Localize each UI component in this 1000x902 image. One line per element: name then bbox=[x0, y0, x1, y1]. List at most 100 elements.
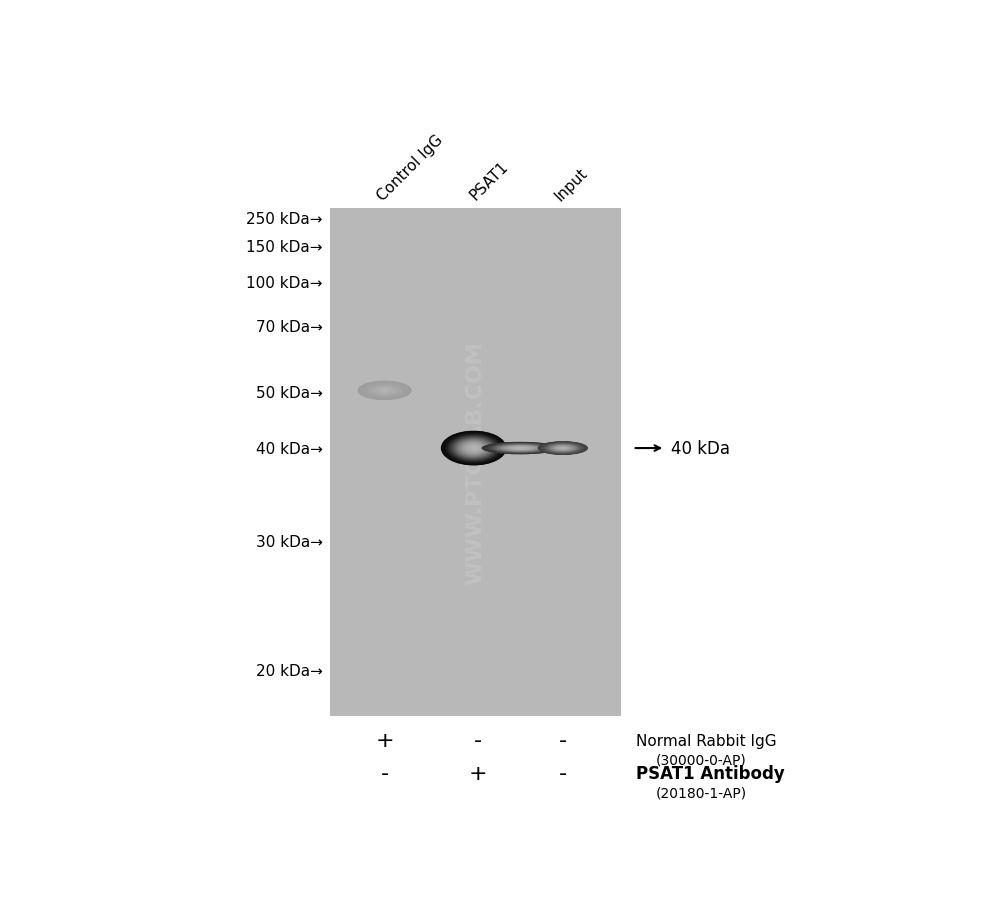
Ellipse shape bbox=[538, 442, 588, 456]
Ellipse shape bbox=[470, 446, 478, 451]
Ellipse shape bbox=[457, 440, 490, 457]
Text: -: - bbox=[559, 764, 567, 784]
Ellipse shape bbox=[511, 447, 530, 450]
Ellipse shape bbox=[365, 383, 405, 398]
Ellipse shape bbox=[556, 446, 570, 450]
Text: -: - bbox=[381, 764, 389, 784]
Ellipse shape bbox=[443, 432, 505, 465]
Ellipse shape bbox=[508, 446, 533, 451]
Ellipse shape bbox=[381, 390, 388, 392]
Ellipse shape bbox=[363, 383, 406, 399]
Ellipse shape bbox=[505, 446, 536, 451]
Ellipse shape bbox=[538, 442, 587, 456]
Text: 40 kDa→: 40 kDa→ bbox=[256, 441, 323, 456]
Ellipse shape bbox=[470, 446, 477, 450]
Ellipse shape bbox=[467, 445, 481, 453]
Ellipse shape bbox=[548, 445, 577, 453]
Ellipse shape bbox=[548, 445, 578, 453]
Ellipse shape bbox=[459, 440, 489, 456]
Ellipse shape bbox=[491, 444, 549, 453]
Ellipse shape bbox=[378, 389, 391, 393]
Ellipse shape bbox=[502, 446, 539, 452]
Ellipse shape bbox=[362, 382, 407, 399]
Ellipse shape bbox=[512, 447, 528, 450]
Ellipse shape bbox=[513, 447, 527, 450]
Ellipse shape bbox=[467, 445, 480, 452]
Text: PSAT1 Antibody: PSAT1 Antibody bbox=[637, 765, 785, 783]
Ellipse shape bbox=[465, 444, 483, 454]
Ellipse shape bbox=[517, 448, 523, 449]
Ellipse shape bbox=[473, 281, 482, 285]
Ellipse shape bbox=[556, 446, 569, 450]
Ellipse shape bbox=[493, 444, 547, 453]
Ellipse shape bbox=[447, 435, 500, 463]
Ellipse shape bbox=[495, 445, 545, 453]
Ellipse shape bbox=[376, 388, 393, 394]
Ellipse shape bbox=[449, 436, 498, 462]
Ellipse shape bbox=[515, 447, 525, 449]
Ellipse shape bbox=[451, 437, 496, 460]
Ellipse shape bbox=[483, 443, 557, 455]
Ellipse shape bbox=[452, 437, 495, 460]
Ellipse shape bbox=[504, 446, 537, 451]
Ellipse shape bbox=[376, 388, 394, 394]
Ellipse shape bbox=[447, 435, 501, 463]
Text: 250 kDa→: 250 kDa→ bbox=[246, 212, 323, 227]
Ellipse shape bbox=[360, 382, 409, 400]
Text: Normal Rabbit IgG: Normal Rabbit IgG bbox=[637, 732, 777, 748]
Ellipse shape bbox=[476, 282, 480, 284]
Ellipse shape bbox=[358, 382, 411, 400]
Text: 40 kDa: 40 kDa bbox=[671, 439, 730, 457]
Ellipse shape bbox=[445, 434, 502, 464]
Ellipse shape bbox=[549, 445, 577, 452]
Ellipse shape bbox=[500, 446, 541, 452]
Ellipse shape bbox=[364, 383, 405, 399]
Ellipse shape bbox=[445, 433, 503, 464]
Ellipse shape bbox=[543, 443, 583, 454]
Text: 50 kDa→: 50 kDa→ bbox=[256, 385, 323, 400]
Text: +: + bbox=[375, 731, 394, 750]
Ellipse shape bbox=[373, 387, 396, 395]
Ellipse shape bbox=[543, 443, 582, 454]
Text: Control IgG: Control IgG bbox=[374, 132, 446, 203]
Text: Input: Input bbox=[552, 165, 591, 203]
Ellipse shape bbox=[506, 446, 535, 451]
Ellipse shape bbox=[374, 387, 395, 395]
Text: -: - bbox=[559, 731, 567, 750]
Ellipse shape bbox=[557, 447, 569, 450]
Ellipse shape bbox=[471, 280, 485, 287]
Ellipse shape bbox=[482, 442, 559, 455]
Ellipse shape bbox=[559, 447, 566, 449]
Ellipse shape bbox=[453, 437, 495, 460]
Ellipse shape bbox=[460, 441, 488, 456]
Text: +: + bbox=[468, 764, 487, 784]
Ellipse shape bbox=[468, 446, 480, 452]
Ellipse shape bbox=[486, 443, 554, 454]
Ellipse shape bbox=[541, 442, 585, 455]
Ellipse shape bbox=[545, 444, 581, 454]
Ellipse shape bbox=[554, 446, 572, 451]
Ellipse shape bbox=[451, 437, 497, 461]
Ellipse shape bbox=[377, 389, 392, 393]
Ellipse shape bbox=[367, 385, 402, 397]
Text: PSAT1: PSAT1 bbox=[467, 160, 511, 203]
Ellipse shape bbox=[476, 282, 479, 284]
Ellipse shape bbox=[446, 434, 501, 463]
Text: 100 kDa→: 100 kDa→ bbox=[246, 276, 323, 290]
Ellipse shape bbox=[456, 439, 492, 458]
Ellipse shape bbox=[547, 444, 579, 453]
Ellipse shape bbox=[551, 446, 574, 452]
Ellipse shape bbox=[542, 443, 584, 455]
Ellipse shape bbox=[510, 446, 531, 450]
Ellipse shape bbox=[546, 444, 580, 454]
Ellipse shape bbox=[462, 442, 486, 455]
Ellipse shape bbox=[507, 446, 534, 451]
Ellipse shape bbox=[455, 438, 493, 458]
Ellipse shape bbox=[484, 443, 556, 455]
Ellipse shape bbox=[541, 443, 584, 455]
Ellipse shape bbox=[466, 445, 482, 453]
Ellipse shape bbox=[382, 390, 387, 391]
Ellipse shape bbox=[463, 443, 484, 454]
Ellipse shape bbox=[453, 437, 494, 459]
Ellipse shape bbox=[544, 444, 582, 454]
